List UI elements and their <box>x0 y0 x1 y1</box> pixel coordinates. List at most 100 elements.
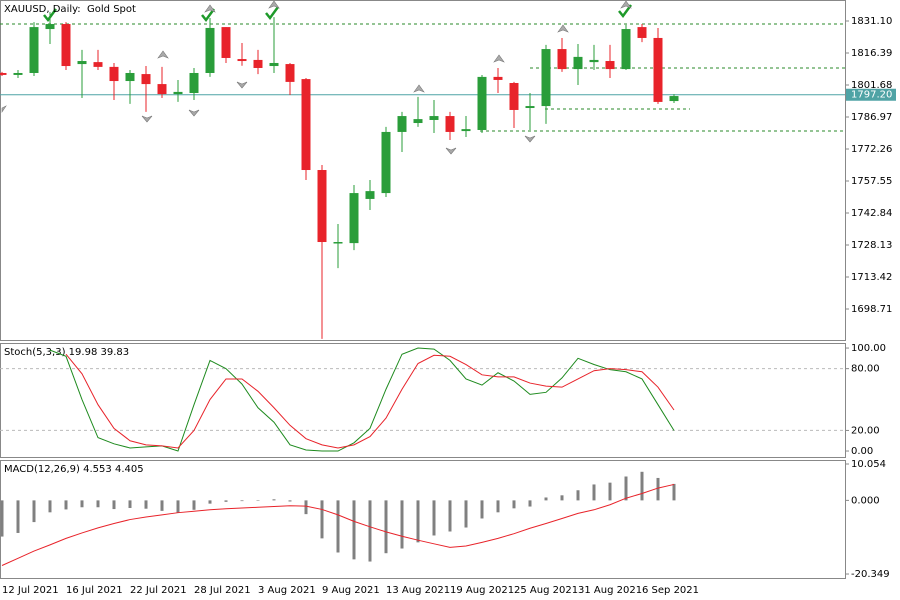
main-title: XAUUSD, Daily: Gold Spot <box>4 4 136 15</box>
macd-bar <box>96 500 100 508</box>
trade-icons <box>43 4 633 23</box>
candle-body <box>333 242 343 244</box>
candle-body <box>77 61 87 65</box>
macd-bar <box>368 500 372 562</box>
macd-bar <box>560 495 564 501</box>
arrow-icon <box>493 54 505 63</box>
y-tick-label: 100.00 <box>851 343 886 354</box>
candle-body <box>173 91 183 95</box>
y-tick-label: 1698.71 <box>851 304 892 315</box>
arrow-icons <box>1 0 632 155</box>
macd-bar <box>304 500 308 515</box>
macd-bar <box>336 500 340 553</box>
arrow-icon <box>1 105 7 113</box>
macd-bar <box>160 500 164 511</box>
x-tick-label: 9 Aug 2021 <box>322 585 380 596</box>
candle-body <box>589 59 599 63</box>
macd-bar <box>384 500 388 554</box>
y-tick-label: 1786.97 <box>851 112 892 123</box>
macd-bar <box>144 500 148 509</box>
arrow-icon <box>557 24 569 33</box>
macd-bar <box>0 500 4 537</box>
y-tick-label: -20.349 <box>851 569 890 580</box>
candle-body <box>349 193 359 244</box>
candle-body <box>429 116 439 120</box>
macd-bar <box>64 500 68 510</box>
candle-body <box>13 72 23 75</box>
arrow-icon <box>524 135 536 143</box>
x-tick-label: 22 Jul 2021 <box>130 585 187 596</box>
macd-bar <box>80 500 84 508</box>
check-icon <box>618 4 633 19</box>
candle-body <box>61 24 71 67</box>
macd-bar <box>112 500 116 510</box>
arrow-icon <box>445 147 457 155</box>
candle-body <box>189 72 199 94</box>
macd-bar <box>640 471 644 501</box>
stoch-line <box>49 347 675 452</box>
arrow-icon <box>268 0 280 9</box>
x-tick-label: 16 Jul 2021 <box>66 585 123 596</box>
stoch-caption: Stoch(5,3,3) 19.98 39.83 <box>4 347 129 358</box>
candle-body <box>205 27 215 73</box>
macd-bar <box>48 500 52 513</box>
stoch-panel <box>0 343 846 458</box>
macd-bar <box>544 497 548 501</box>
x-tick-label: 3 Aug 2021 <box>258 585 316 596</box>
y-tick-label: 1728.13 <box>851 240 892 251</box>
macd-bar <box>672 483 676 501</box>
candle-body <box>317 170 327 243</box>
candle-body <box>141 74 151 85</box>
stoch-title: Stoch(5,3,3) <box>4 347 66 358</box>
check-icon <box>265 6 280 21</box>
macd-bar <box>608 482 612 501</box>
last-price-label: 1797.20 <box>851 90 892 101</box>
candle-body <box>509 82 519 110</box>
candle-body <box>413 119 423 124</box>
y-tick-label: 80.00 <box>851 364 880 375</box>
candle-body <box>157 84 167 95</box>
macd-bar <box>272 499 276 501</box>
candle-body <box>573 56 583 70</box>
macd-bar <box>416 500 420 543</box>
x-tick-label: 13 Aug 2021 <box>386 585 450 596</box>
candle-body <box>381 131 391 194</box>
candle-body <box>445 116 455 132</box>
y-tick-label: 1742.84 <box>851 208 892 219</box>
signal-line <box>1 483 675 566</box>
arrow-icon <box>413 84 425 93</box>
macd-bar <box>400 500 404 549</box>
x-tick-label: 12 Jul 2021 <box>2 585 59 596</box>
candle-body <box>653 37 663 102</box>
y-tick-label: 1757.55 <box>851 176 892 187</box>
candle-body <box>125 72 135 82</box>
y-tick-label: 1831.10 <box>851 16 892 27</box>
y-tick-label: 1816.39 <box>851 48 892 59</box>
arrow-icon <box>141 115 153 123</box>
candle-body <box>493 76 503 80</box>
candle-body <box>557 49 567 70</box>
macd-bar <box>512 500 516 509</box>
macd-bar <box>656 477 660 501</box>
arrow-icon <box>188 109 200 117</box>
candle-body <box>621 29 631 70</box>
macd-bar <box>320 500 324 539</box>
macd-bar <box>528 500 532 507</box>
macd-bar <box>480 500 484 519</box>
candle-body <box>237 59 247 62</box>
y-tick-label: 1713.42 <box>851 272 892 283</box>
last-price-box <box>846 88 896 101</box>
candle-body <box>397 116 407 132</box>
macd-bar <box>288 500 292 502</box>
candle-body <box>637 27 647 38</box>
candle-body <box>45 24 55 30</box>
x-tick-label: 6 Sep 2021 <box>642 585 699 596</box>
macd-bar <box>464 500 468 528</box>
candle-body <box>461 129 471 132</box>
x-tick-label: 31 Aug 2021 <box>578 585 642 596</box>
macd-bar <box>16 500 20 533</box>
macd-bar <box>240 500 244 502</box>
candle-body <box>285 64 295 82</box>
candle-body <box>301 79 311 171</box>
